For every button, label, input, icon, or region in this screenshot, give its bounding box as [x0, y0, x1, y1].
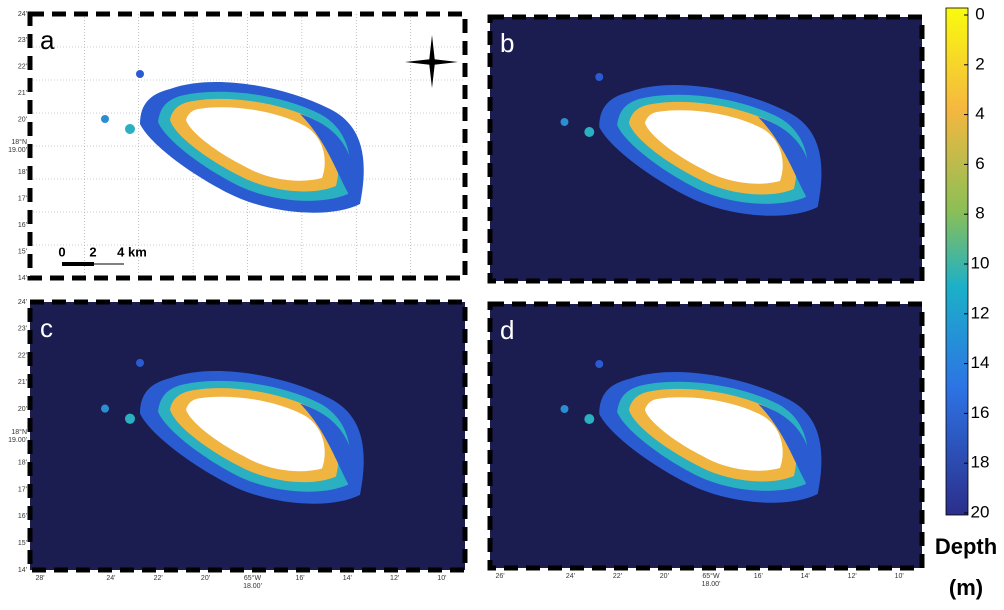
lon-label: 10' [437, 575, 446, 582]
lat-label: 20' [18, 116, 27, 123]
lat-label: 17' [18, 486, 27, 493]
lat-label: 22' [18, 352, 27, 359]
lat-label: 21' [18, 379, 27, 386]
scale-label: 2 [89, 244, 96, 259]
lat-label: 18' [18, 460, 27, 467]
lat-center-deg: 18°N [11, 138, 27, 146]
lon-label: 22' [154, 575, 163, 582]
panel-label: d [500, 315, 514, 345]
panel-label: c [40, 313, 53, 343]
lon-label: 28' [35, 575, 44, 582]
lat-label: 23' [18, 37, 27, 44]
colorbar-tick-label: 0 [975, 4, 984, 23]
colorbar-tick-label: 6 [975, 154, 984, 173]
lon-label: 24' [106, 575, 115, 582]
lat-label: 21' [18, 90, 27, 97]
colorbar-tick-label: 18 [971, 453, 990, 472]
colorbar-tick-label: 14 [971, 353, 990, 372]
lat-label: 24' [18, 11, 27, 18]
colorbar-unit: (m) [949, 575, 983, 600]
colorbar-tick-label: 8 [975, 204, 984, 223]
lat-label: 16' [18, 513, 27, 520]
lat-label: 17' [18, 196, 27, 203]
panel-label: b [500, 28, 514, 58]
lon-label: 22' [613, 573, 622, 580]
lat-label: 14' [18, 275, 27, 282]
lat-label: 20' [18, 406, 27, 413]
lon-label: 14' [801, 573, 810, 580]
lat-label: 16' [18, 222, 27, 229]
lon-label: 26' [495, 573, 504, 580]
scale-bar [62, 262, 94, 266]
map-frame [27, 11, 468, 281]
map-panel: d [487, 301, 925, 571]
lat-label: 24' [18, 299, 27, 306]
scale-label: 4 km [117, 244, 147, 259]
panel-label: a [40, 25, 55, 55]
lon-label: 12' [848, 573, 857, 580]
map-panel: b [487, 14, 925, 284]
lon-center-deg: 65°W [702, 572, 720, 580]
lon-label: 24' [566, 573, 575, 580]
lat-center-min: 19.00' [8, 437, 27, 444]
lon-label: 20' [201, 575, 210, 582]
compass [405, 35, 458, 88]
scale-label: 0 [58, 244, 65, 259]
lon-label: 10' [895, 573, 904, 580]
lat-label: 22' [18, 64, 27, 71]
lon-label: 12' [390, 575, 399, 582]
colorbar-tick-label: 16 [971, 403, 990, 422]
lon-center-deg: 65°W [244, 574, 262, 582]
lat-label: 15' [18, 248, 27, 255]
lon-label: 20' [660, 573, 669, 580]
lon-label: 14' [343, 575, 352, 582]
colorbar-tick-label: 12 [971, 303, 990, 322]
map-panel: a [27, 11, 468, 281]
colorbar-tick-label: 20 [971, 502, 990, 521]
colorbar-tick-label: 4 [975, 104, 984, 123]
lat-center-min: 19.00' [8, 147, 27, 154]
colorbar-tick-label: 2 [975, 54, 984, 73]
colorbar [945, 7, 969, 516]
colorbar-title: Depth [935, 534, 997, 559]
lat-label: 18' [18, 169, 27, 176]
lat-label: 23' [18, 326, 27, 333]
lon-label: 16' [295, 575, 304, 582]
lon-label: 16' [754, 573, 763, 580]
lon-center-min: 18.00' [243, 583, 262, 590]
lat-label: 14' [18, 567, 27, 574]
map-frame [487, 301, 925, 571]
lat-label: 15' [18, 540, 27, 547]
colorbar-tick-label: 10 [971, 253, 990, 272]
map-panel: c [27, 299, 468, 573]
lat-center-deg: 18°N [11, 428, 27, 436]
map-frame [487, 14, 925, 284]
lon-center-min: 18.00' [702, 581, 721, 588]
